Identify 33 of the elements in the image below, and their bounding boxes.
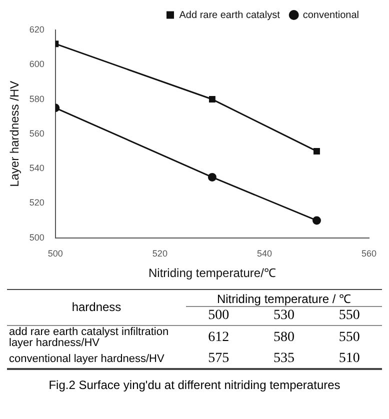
data-label: 580: [272, 329, 296, 347]
y-axis-title: Layer hardness /HV: [8, 80, 22, 187]
y-tick-label: 500: [29, 232, 44, 242]
x-axis-title: Nitriding temperature/℃: [148, 266, 276, 280]
y-tick-label: 580: [29, 94, 44, 104]
y-tick-label: 600: [29, 59, 44, 70]
x-tick-label: 540: [256, 248, 272, 259]
point: [208, 96, 216, 102]
text: Nitriding temperature / ℃: [186, 290, 382, 306]
point: [314, 148, 320, 154]
x-tick-label: 560: [361, 248, 377, 259]
text: add rare earth catalyst infiltration layer hardness/HV: [8, 326, 170, 350]
legend-label: Add rare earth catalyst: [179, 10, 280, 21]
category-label: 550: [338, 329, 361, 347]
text: Fig.2 Surface ying'du at different nitriding temperatures: [48, 378, 342, 392]
y-tick-label: 560: [29, 128, 44, 138]
point: [208, 172, 216, 182]
data-label: 612: [207, 329, 230, 347]
text: hardness: [70, 299, 122, 316]
text: conventional layer hardness/HV: [8, 352, 166, 366]
data-label: 535: [272, 350, 296, 368]
y-tick-label: 620: [29, 24, 44, 34]
legend-label: conventional: [302, 10, 360, 21]
category-label: 530: [272, 307, 296, 325]
data-label: 550: [338, 307, 361, 325]
y-tick-label: 520: [29, 198, 44, 208]
data-label: 510: [338, 350, 361, 368]
point: [312, 216, 321, 225]
x-tick-label: 520: [152, 248, 168, 259]
y-tick-label: 540: [29, 163, 44, 174]
data-label: 575: [207, 350, 230, 368]
category-label: 500: [207, 307, 230, 325]
x-tick-label: 500: [48, 248, 63, 259]
